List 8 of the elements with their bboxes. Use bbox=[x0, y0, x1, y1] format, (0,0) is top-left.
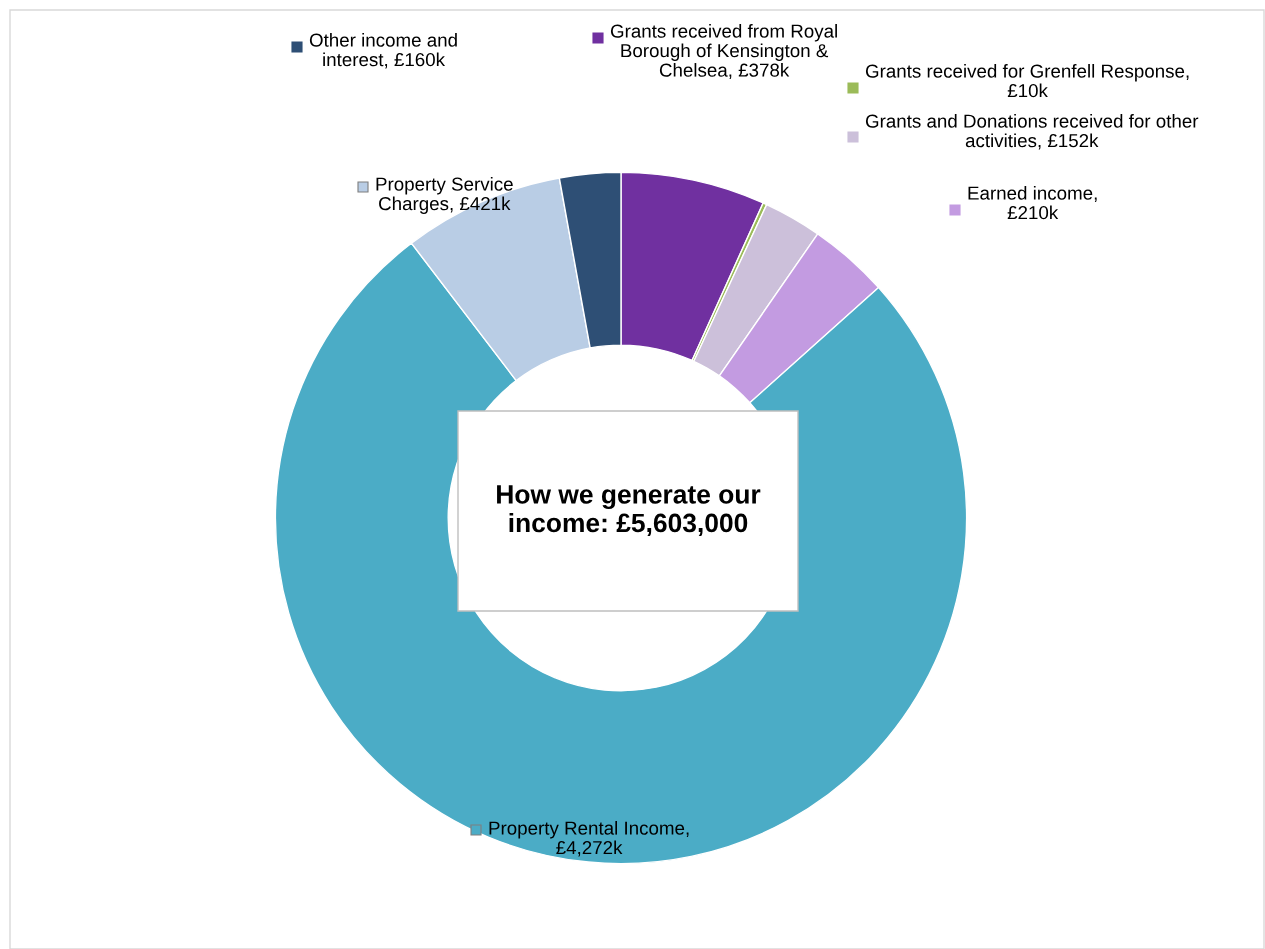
legend-label: Grants and Donations received for other activities, £152k bbox=[865, 114, 1199, 150]
legend-label: Property Rental Income, £4,272k bbox=[489, 821, 689, 857]
legend-label: Grants received for Grenfell Response, £10k bbox=[865, 64, 1189, 98]
legend-label: Earned income, £210k bbox=[968, 186, 1097, 220]
legend-label: Property Service Charges, £421k bbox=[376, 177, 513, 214]
legend-label: Other income and interest, £160k bbox=[309, 33, 457, 69]
text: How we generate our income: £5,603,000 bbox=[497, 485, 761, 537]
legend-label: Grants received from Royal Borough of Kensington & Chelsea, £378k bbox=[610, 24, 837, 80]
